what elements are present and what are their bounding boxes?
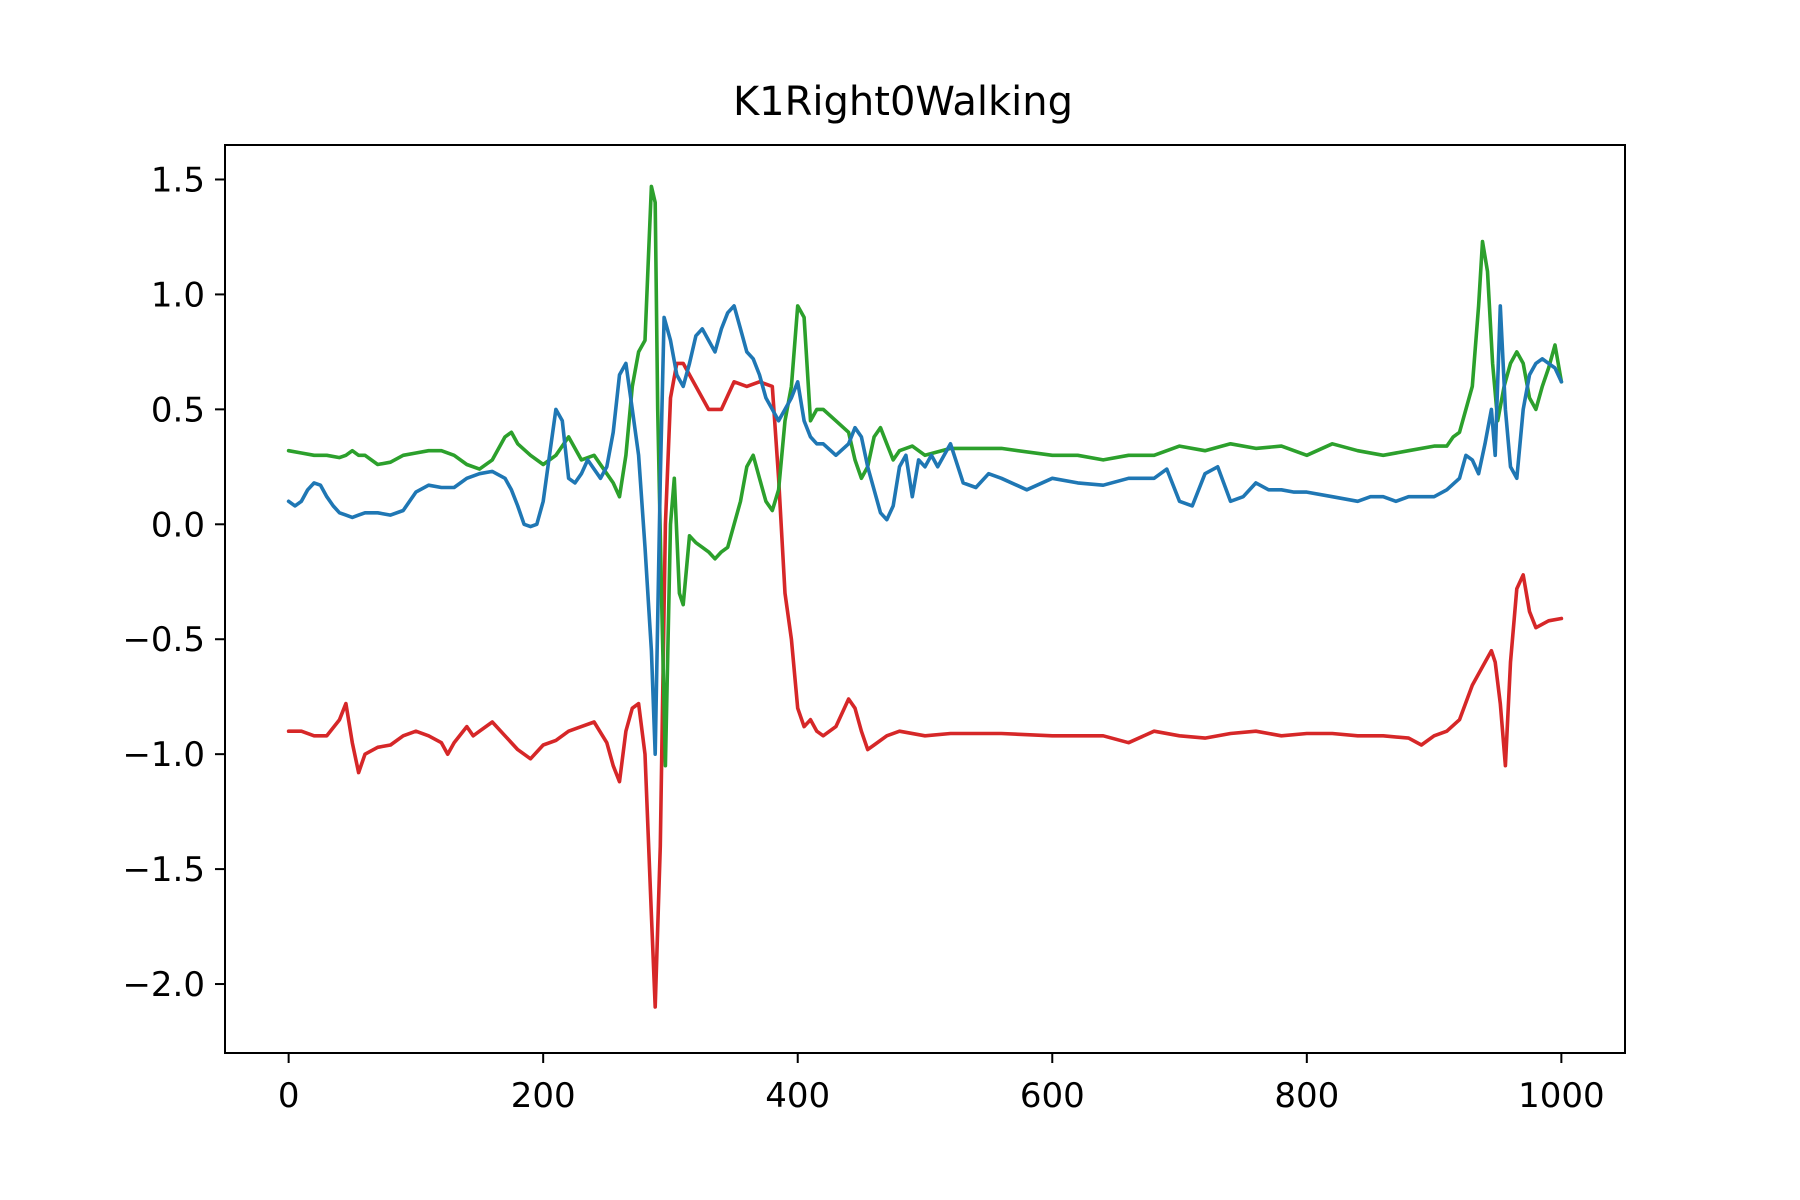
y-tick-label: −0.5 [122,620,205,660]
y-tick-label: 0.5 [151,390,205,430]
x-tick-label: 400 [765,1076,830,1116]
chart-title: K1Right0Walking [733,79,1073,125]
x-tick-label: 600 [1020,1076,1085,1116]
x-tick-label: 1000 [1518,1076,1605,1116]
y-tick-label: 1.0 [151,275,205,315]
x-tick-label: 800 [1274,1076,1339,1116]
x-tick-label: 200 [511,1076,576,1116]
series-line-0 [286,361,1564,1009]
y-tick-label: −1.0 [122,735,205,775]
x-tick-label: 0 [278,1076,300,1116]
y-tick-label: 1.5 [151,160,205,200]
y-axis: 1.5 1.0 0.5 0.0 −0.5 −1.0 −1.5 −2.0 [122,160,225,1005]
y-tick-label: −1.5 [122,850,205,890]
series-line-2 [286,304,1564,757]
y-tick-label: 0.0 [151,505,205,545]
series-layer [286,184,1564,1009]
x-axis: 0 200 400 600 800 1000 [278,1053,1605,1116]
y-tick-label: −2.0 [122,965,205,1005]
series-line-1 [286,184,1564,768]
plot-frame [224,144,1626,1054]
